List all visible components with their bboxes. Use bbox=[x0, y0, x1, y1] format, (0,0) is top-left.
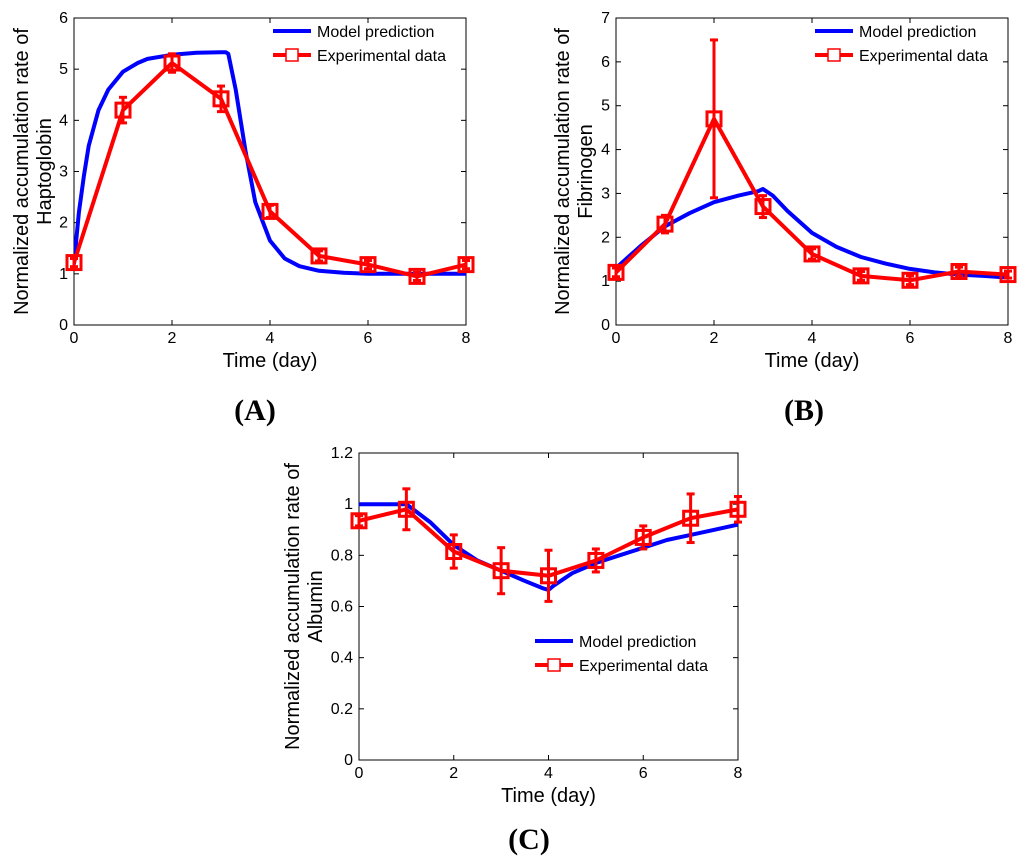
panel-c-legend-label: Model prediction bbox=[579, 634, 696, 651]
panel-b-ylabel-line2: Fibrinogen bbox=[575, 124, 597, 219]
panel-a-model-line bbox=[74, 50, 466, 276]
panel-c-legend: Model prediction Experimental data bbox=[535, 634, 708, 675]
panel-b-data-point bbox=[754, 198, 772, 216]
panel-b-legend-label: Model prediction bbox=[859, 24, 976, 41]
panel-b-xtick-label: 0 bbox=[612, 330, 621, 347]
panel-a: 0 2 4 6 8 0 1 2 3 4 5 6 Time (day) Normalized accumul… bbox=[11, 10, 475, 427]
panel-b-ylabel-line1: Normalized accumulation rate of bbox=[552, 28, 574, 315]
panel-c-xtick-label: 0 bbox=[355, 765, 364, 782]
panel-c-ytick-label: 0 bbox=[344, 752, 353, 769]
panel-c-ytick-label: 0.2 bbox=[331, 701, 353, 718]
panel-b-ytick-label: 6 bbox=[601, 54, 610, 71]
panel-c-ytick-label: 1.2 bbox=[331, 445, 353, 462]
panel-a-xtick-label: 6 bbox=[364, 330, 373, 347]
panel-a-caption: (A) bbox=[234, 394, 276, 427]
panel-c-axes-box bbox=[358, 452, 739, 761]
panel-a-data-point bbox=[114, 101, 132, 119]
panel-b: 0 2 4 6 8 0 1 2 3 4 5 6 7 Time (day) Normalized accumu… bbox=[552, 10, 1017, 427]
panel-a-data-point bbox=[261, 202, 279, 220]
panel-b-data-point bbox=[999, 266, 1017, 284]
panel-a-xtick-label: 4 bbox=[266, 330, 275, 347]
panel-c-xlabel: Time (day) bbox=[501, 785, 596, 807]
panel-b-data-point bbox=[901, 271, 919, 289]
panel-c: 0 2 4 6 8 0 0.2 0.4 0.6 0.8 1 1.2 Time (day) Normaliz… bbox=[282, 445, 747, 856]
panel-a-data-point bbox=[408, 267, 426, 285]
panel-c-ytick-label: 0.4 bbox=[331, 650, 353, 667]
panel-a-data-point bbox=[65, 254, 83, 272]
panel-a-ytick-label: 6 bbox=[59, 10, 68, 27]
panel-a-data-point bbox=[163, 54, 181, 72]
panel-c-data-point bbox=[540, 567, 557, 585]
panel-a-ytick-label: 5 bbox=[59, 61, 68, 78]
panel-a-ytick-label: 0 bbox=[59, 317, 68, 334]
panel-b-ytick-label: 5 bbox=[601, 98, 610, 115]
panel-b-model-line bbox=[616, 187, 1008, 280]
panel-b-ytick-label: 4 bbox=[601, 142, 610, 159]
panel-c-legend-marker bbox=[547, 658, 561, 672]
panel-a-xtick-label: 8 bbox=[462, 330, 471, 347]
panel-b-data-point bbox=[803, 245, 821, 263]
panel-b-data-point bbox=[852, 267, 870, 285]
panel-c-ytick-label: 0.8 bbox=[331, 547, 353, 564]
panel-c-data-point bbox=[445, 542, 463, 560]
panel-b-data-point bbox=[607, 263, 625, 281]
panel-b-xtick-label: 2 bbox=[710, 330, 719, 347]
panel-a-legend-label: Experimental data bbox=[317, 48, 446, 65]
panel-a-legend: Model prediction Experimental data bbox=[273, 24, 446, 65]
panel-b-ytick-label: 7 bbox=[601, 10, 610, 27]
panel-b-xtick-label: 6 bbox=[906, 330, 915, 347]
panel-a-legend-marker bbox=[285, 48, 299, 62]
panel-c-data-point bbox=[729, 500, 747, 518]
panel-a-ytick-label: 1 bbox=[59, 266, 68, 283]
panel-a-ylabel-line1: Normalized accumulation rate of bbox=[11, 28, 33, 315]
panel-a-ytick-label: 3 bbox=[59, 164, 68, 181]
panel-c-xtick-label: 8 bbox=[734, 765, 743, 782]
panel-a-xtick-label: 0 bbox=[70, 330, 79, 347]
panel-c-data-point bbox=[492, 562, 510, 580]
panel-c-data-point bbox=[587, 551, 605, 569]
panel-c-ytick-label: 0.6 bbox=[331, 599, 353, 616]
panel-b-ytick-label: 1 bbox=[601, 273, 610, 290]
panel-b-legend-label: Experimental data bbox=[859, 48, 988, 65]
panel-c-legend-label: Experimental data bbox=[579, 658, 708, 675]
panel-b-xlabel: Time (day) bbox=[765, 350, 860, 372]
panel-b-data-point bbox=[656, 215, 674, 233]
panel-b-ytick-label: 3 bbox=[601, 185, 610, 202]
panel-c-ytick-label: 1 bbox=[344, 496, 353, 513]
panel-a-ytick-label: 2 bbox=[59, 215, 68, 232]
panel-c-ylabel-line1: Normalized accumulation rate of bbox=[282, 463, 304, 750]
panel-a-data-point bbox=[457, 256, 475, 274]
panel-b-legend-marker bbox=[827, 48, 841, 62]
panel-a-data-point bbox=[310, 247, 328, 265]
panel-c-data-point bbox=[634, 528, 652, 546]
panel-c-data-point bbox=[350, 512, 368, 530]
panel-c-xtick-label: 4 bbox=[544, 765, 553, 782]
panel-c-data-point bbox=[682, 509, 700, 527]
panel-c-data-point bbox=[397, 500, 415, 518]
panel-a-plot-area bbox=[74, 50, 466, 279]
panel-a-legend-label: Model prediction bbox=[317, 24, 434, 41]
panel-c-caption: (C) bbox=[508, 823, 550, 856]
panel-b-ytick-label: 0 bbox=[601, 317, 610, 334]
panel-c-ylabel-line2: Albumin bbox=[305, 570, 327, 642]
panel-b-data-point bbox=[950, 262, 968, 280]
panel-b-xtick-label: 8 bbox=[1004, 330, 1013, 347]
panel-b-data-point bbox=[705, 110, 723, 128]
panel-a-xtick-label: 2 bbox=[168, 330, 177, 347]
panel-b-ytick-label: 2 bbox=[601, 229, 610, 246]
panel-a-ylabel-line2: Haptoglobin bbox=[34, 118, 56, 225]
panel-b-legend: Model prediction Experimental data bbox=[815, 24, 988, 65]
panel-a-data-point bbox=[212, 90, 230, 108]
panel-a-xlabel: Time (day) bbox=[223, 350, 318, 372]
panel-b-caption: (B) bbox=[784, 394, 824, 427]
panel-a-ytick-label: 4 bbox=[59, 112, 68, 129]
panel-c-xtick-label: 2 bbox=[449, 765, 458, 782]
panel-c-xtick-label: 6 bbox=[639, 765, 648, 782]
panel-b-xtick-label: 4 bbox=[808, 330, 817, 347]
panel-a-experimental-line bbox=[74, 61, 466, 279]
panel-a-data-point bbox=[359, 256, 377, 274]
